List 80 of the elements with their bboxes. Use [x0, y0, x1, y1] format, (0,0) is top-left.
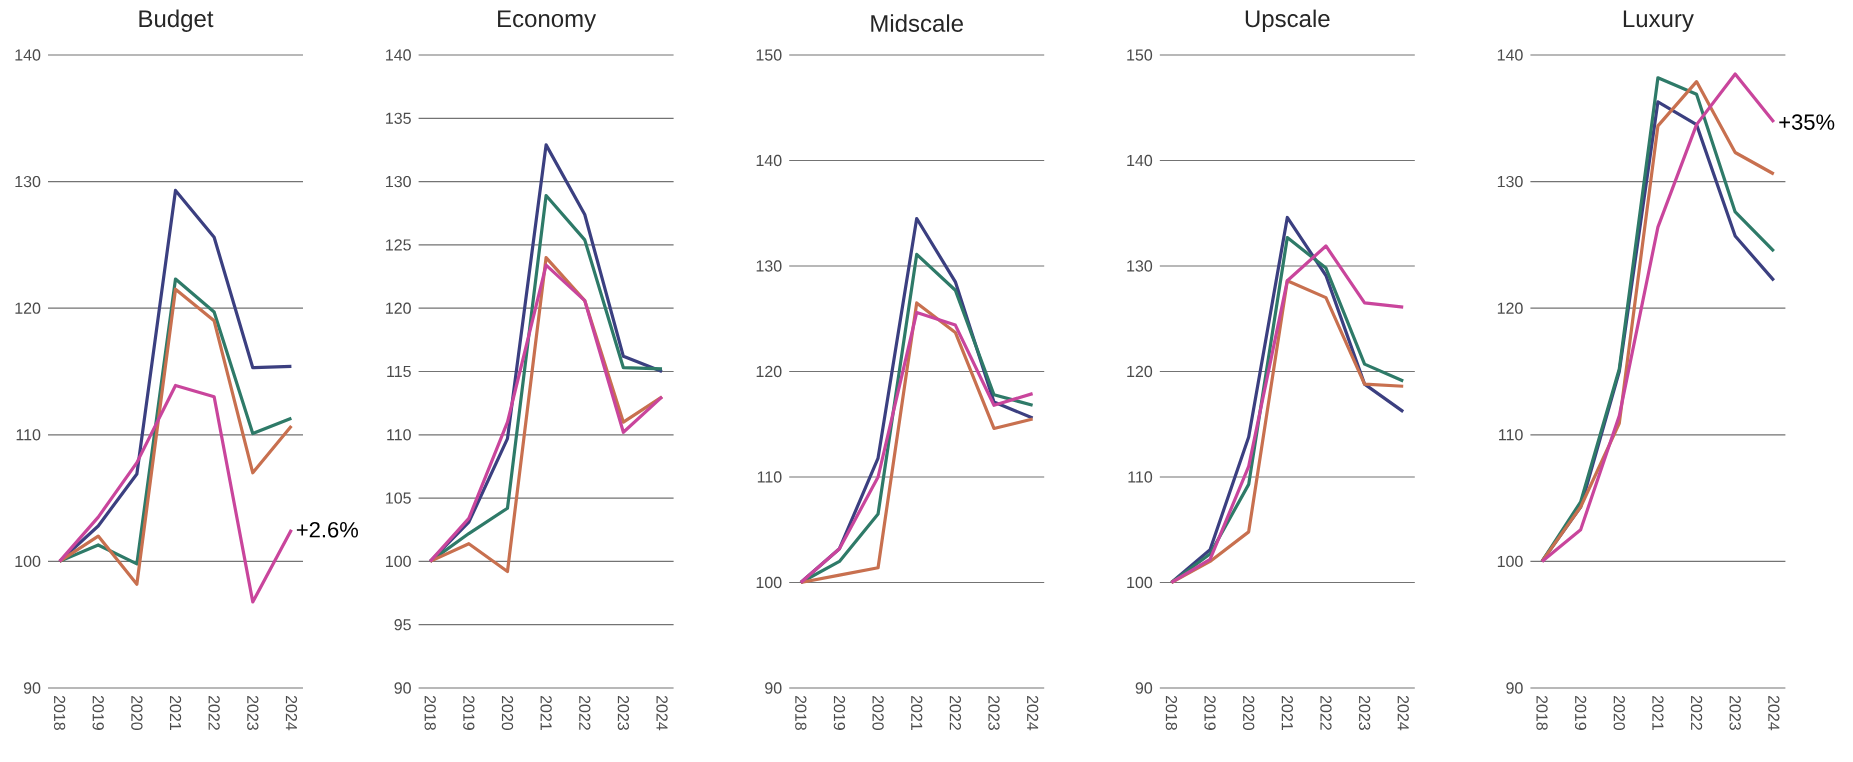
x-tick-label: 2024	[1026, 695, 1039, 731]
x-tick-label: 2019	[1574, 695, 1587, 730]
y-tick-label: 110	[1128, 471, 1153, 483]
chart-title: Luxury	[1623, 10, 1694, 32]
x-tick-label: 2018	[1165, 695, 1178, 730]
y-tick-label: 100	[15, 555, 41, 568]
y-tick-label: 110	[757, 471, 782, 483]
x-tick-label: 2020	[1243, 695, 1255, 731]
y-tick-label: 130	[1497, 175, 1523, 188]
y-tick-label: 110	[1499, 429, 1523, 441]
x-tick-label: 2023	[988, 695, 1000, 730]
x-tick-label: 2022	[1320, 695, 1332, 730]
x-tick-label: 2020	[131, 695, 143, 731]
y-tick-label: 90	[1135, 682, 1153, 694]
y-tick-label: 130	[386, 175, 411, 188]
y-tick-label: 150	[1127, 49, 1153, 61]
x-tick-label: 2021	[1652, 695, 1664, 730]
annotation: +2.6%	[296, 521, 358, 538]
y-tick-label: 150	[756, 49, 782, 61]
y-tick-label: 90	[765, 682, 782, 694]
x-tick-label: 2022	[208, 695, 220, 730]
y-tick-label: 140	[1127, 154, 1153, 167]
y-tick-label: 140	[386, 49, 411, 61]
x-tick-label: 2018	[53, 695, 66, 730]
x-tick-label: 2023	[1729, 695, 1741, 730]
y-tick-label: 135	[386, 112, 411, 124]
x-tick-label: 2020	[501, 695, 514, 731]
x-tick-label: 2019	[463, 695, 475, 730]
y-tick-label: 100	[1127, 576, 1153, 589]
x-tick-label: 2024	[656, 695, 668, 731]
x-tick-label: 2023	[617, 695, 630, 730]
chart-title: Budget	[139, 9, 214, 32]
y-tick-label: 120	[756, 365, 782, 378]
y-tick-label: 120	[1497, 302, 1523, 314]
x-tick-label: 2018	[424, 695, 436, 730]
y-tick-label: 115	[387, 365, 411, 378]
x-tick-label: 2018	[795, 695, 807, 730]
x-tick-label: 2019	[833, 695, 846, 730]
y-tick-label: 120	[386, 302, 411, 314]
x-tick-label: 2021	[911, 695, 923, 730]
x-tick-label: 2022	[1690, 695, 1703, 730]
y-tick-label: 90	[394, 682, 411, 694]
y-tick-label: 130	[1127, 260, 1153, 272]
y-tick-label: 110	[387, 429, 411, 441]
chart-title: Upscale	[1245, 9, 1330, 32]
chart-title: Midscale	[871, 14, 963, 32]
x-tick-label: 2023	[247, 695, 259, 730]
y-tick-label: 90	[1506, 682, 1523, 694]
y-tick-label: 130	[756, 260, 782, 272]
y-tick-label: 100	[756, 576, 782, 589]
y-tick-label: 120	[1127, 365, 1153, 378]
x-tick-label: 2022	[949, 695, 961, 730]
y-tick-label: 125	[386, 239, 411, 251]
y-tick-label: 140	[1497, 49, 1523, 61]
x-tick-label: 2019	[1204, 695, 1216, 730]
x-tick-label: 2023	[1358, 695, 1371, 730]
y-tick-label: 95	[394, 619, 411, 631]
x-tick-label: 2022	[579, 695, 591, 730]
y-tick-label: 100	[386, 555, 411, 568]
chart-title: Economy	[498, 10, 597, 32]
y-tick-label: 130	[15, 175, 41, 188]
x-tick-label: 2020	[872, 695, 884, 731]
x-tick-label: 2024	[1397, 695, 1409, 731]
y-tick-label: 105	[386, 492, 411, 504]
y-tick-label: 90	[23, 682, 41, 694]
x-tick-label: 2021	[169, 695, 182, 730]
x-tick-label: 2020	[1613, 695, 1625, 731]
x-tick-label: 2019	[92, 695, 104, 730]
y-tick-label: 100	[1497, 555, 1523, 568]
y-tick-label: 110	[16, 429, 41, 441]
y-tick-label: 120	[15, 302, 41, 314]
x-tick-label: 2024	[285, 695, 298, 731]
x-tick-label: 2021	[540, 695, 552, 730]
line-series	[58, 383, 294, 604]
x-tick-label: 2024	[1768, 695, 1780, 731]
y-tick-label: 140	[756, 154, 782, 167]
annotation: +35%	[1779, 114, 1835, 130]
x-tick-label: 2021	[1281, 695, 1293, 730]
y-tick-label: 140	[15, 49, 41, 61]
x-tick-label: 2018	[1536, 695, 1548, 730]
